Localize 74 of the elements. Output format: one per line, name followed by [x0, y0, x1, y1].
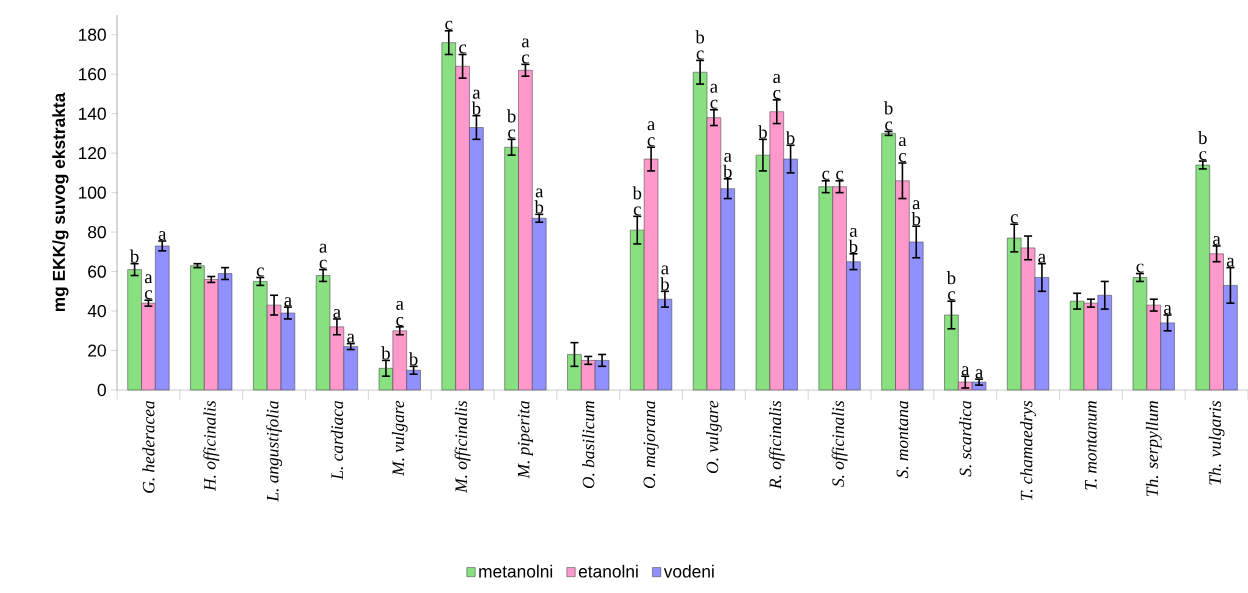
x-tick-label: S. scardica	[959, 401, 972, 477]
x-tick-label: Th. serpyllum	[1145, 401, 1162, 497]
x-tick-label: L. angustifolia	[266, 401, 283, 502]
x-tick-label: L. cardiaca	[330, 401, 344, 480]
data-label: a	[1164, 305, 1172, 315]
data-label: c	[459, 44, 467, 54]
data-label: b c	[883, 101, 893, 131]
data-label: a c	[319, 243, 327, 269]
data-label: a	[1226, 257, 1235, 267]
y-tick-label: 180	[79, 28, 106, 41]
data-label: a c	[773, 73, 781, 99]
legend-label: etanolni	[578, 564, 638, 578]
data-label: a	[158, 231, 167, 241]
y-tick-label: 20	[88, 344, 106, 357]
data-label: a c	[710, 83, 718, 109]
x-tick-label: M. piperita	[517, 401, 533, 479]
data-label: a c	[396, 300, 404, 326]
data-label: a c	[898, 137, 907, 163]
data-label: c	[1136, 263, 1144, 273]
y-tick-label: 160	[79, 68, 106, 81]
x-tick-label: O. basilicum	[582, 401, 595, 489]
legend-label: metanolni	[479, 564, 553, 578]
data-label: a b	[534, 188, 544, 214]
data-label: a	[1213, 236, 1221, 245]
y-tick-label: 80	[88, 225, 106, 239]
data-label: b c	[506, 109, 516, 139]
data-label: b c	[1198, 130, 1207, 161]
x-tick-label: T. montanum	[1085, 401, 1097, 490]
data-label: a b	[723, 152, 732, 178]
data-label: b c	[632, 186, 642, 216]
data-label: a	[1038, 253, 1046, 263]
y-tick-label: 0	[97, 383, 106, 397]
x-tick-label: S. montana	[896, 401, 909, 479]
data-label: a b	[848, 227, 858, 253]
data-label: a b	[471, 89, 481, 115]
data-label: a c	[647, 121, 655, 147]
data-label: c	[1010, 214, 1018, 224]
data-label: b c	[946, 271, 956, 301]
data-label: c	[256, 267, 264, 277]
data-label: a c	[521, 38, 530, 64]
data-label: a	[975, 369, 983, 379]
y-tick-label: 40	[87, 304, 106, 318]
data-label: a	[347, 333, 355, 343]
data-label: c	[822, 170, 830, 180]
x-tick-label: G. hederacea	[142, 401, 155, 493]
x-tick-label: M. officinalis	[454, 400, 471, 494]
data-label: b	[408, 352, 418, 366]
x-tick-label: R. officinalis	[768, 400, 785, 490]
data-label: a	[284, 297, 292, 307]
data-label: c	[445, 20, 453, 30]
data-label: a c	[144, 274, 153, 300]
x-tick-label: O. majorana	[643, 401, 659, 489]
data-label: a b	[911, 200, 921, 226]
x-tick-label: O. vulgare	[706, 400, 722, 474]
data-label: b	[381, 346, 390, 360]
y-tick-label: 60	[88, 265, 106, 278]
data-label: b	[758, 125, 767, 139]
data-label: a	[961, 366, 970, 376]
y-axis-title: mg EKK/g suvog ekstrakta	[52, 92, 69, 312]
y-tick-label: 140	[79, 107, 106, 120]
data-label: b	[785, 131, 795, 145]
x-tick-label: H. officinalis	[203, 400, 220, 492]
x-tick-label: S. officinalis	[831, 400, 848, 487]
y-tick-label: 100	[79, 186, 106, 199]
x-tick-label: Th. vulgaris	[1208, 400, 1225, 485]
x-tick-label: M. vulgare	[391, 400, 408, 477]
data-label: a	[333, 309, 341, 319]
data-label: b c	[695, 30, 705, 60]
x-tick-label: T. chamaedrys	[1020, 400, 1036, 501]
data-label: b	[129, 249, 139, 263]
legend-label: vodeni	[663, 564, 714, 578]
y-tick-label: 120	[79, 147, 106, 160]
data-label: c	[836, 170, 844, 180]
data-label: a b	[660, 265, 669, 291]
